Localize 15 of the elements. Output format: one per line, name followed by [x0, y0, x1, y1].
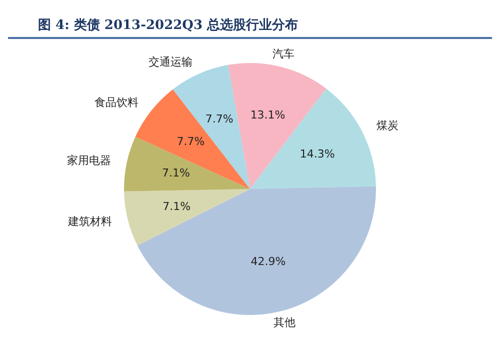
data-label: 42.9%: [250, 255, 286, 268]
chart-title: 图 4: 类债 2013-2022Q3 总选股行业分布: [8, 8, 492, 39]
data-label: 13.1%: [250, 108, 286, 122]
slice-label: 建筑材料: [67, 214, 112, 228]
slice-label: 家用电器: [66, 154, 111, 167]
data-label: 7.7%: [205, 112, 234, 126]
slice-label: 交通运输: [148, 56, 193, 69]
data-label: 14.3%: [300, 148, 335, 161]
slice-label: 其他: [273, 316, 296, 329]
slice-label: 汽车: [272, 48, 294, 61]
data-label: 7.7%: [176, 134, 205, 148]
data-label: 7.1%: [162, 166, 190, 180]
slice-label: 煤炭: [376, 119, 398, 132]
data-label: 7.1%: [162, 200, 191, 213]
slice-label: 食品饮料: [94, 96, 139, 110]
